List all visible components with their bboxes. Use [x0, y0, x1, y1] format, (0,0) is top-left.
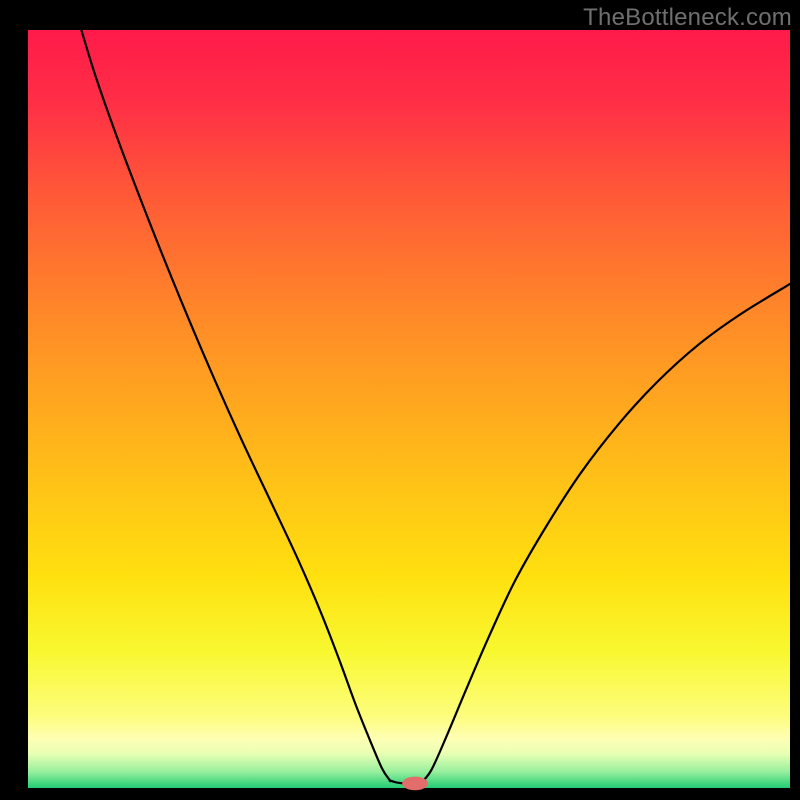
chart-container: TheBottleneck.com — [0, 0, 800, 800]
watermark-text: TheBottleneck.com — [583, 4, 792, 32]
chart-plot-area — [28, 30, 790, 788]
bottleneck-curve — [81, 30, 790, 784]
valley-marker — [402, 777, 428, 791]
